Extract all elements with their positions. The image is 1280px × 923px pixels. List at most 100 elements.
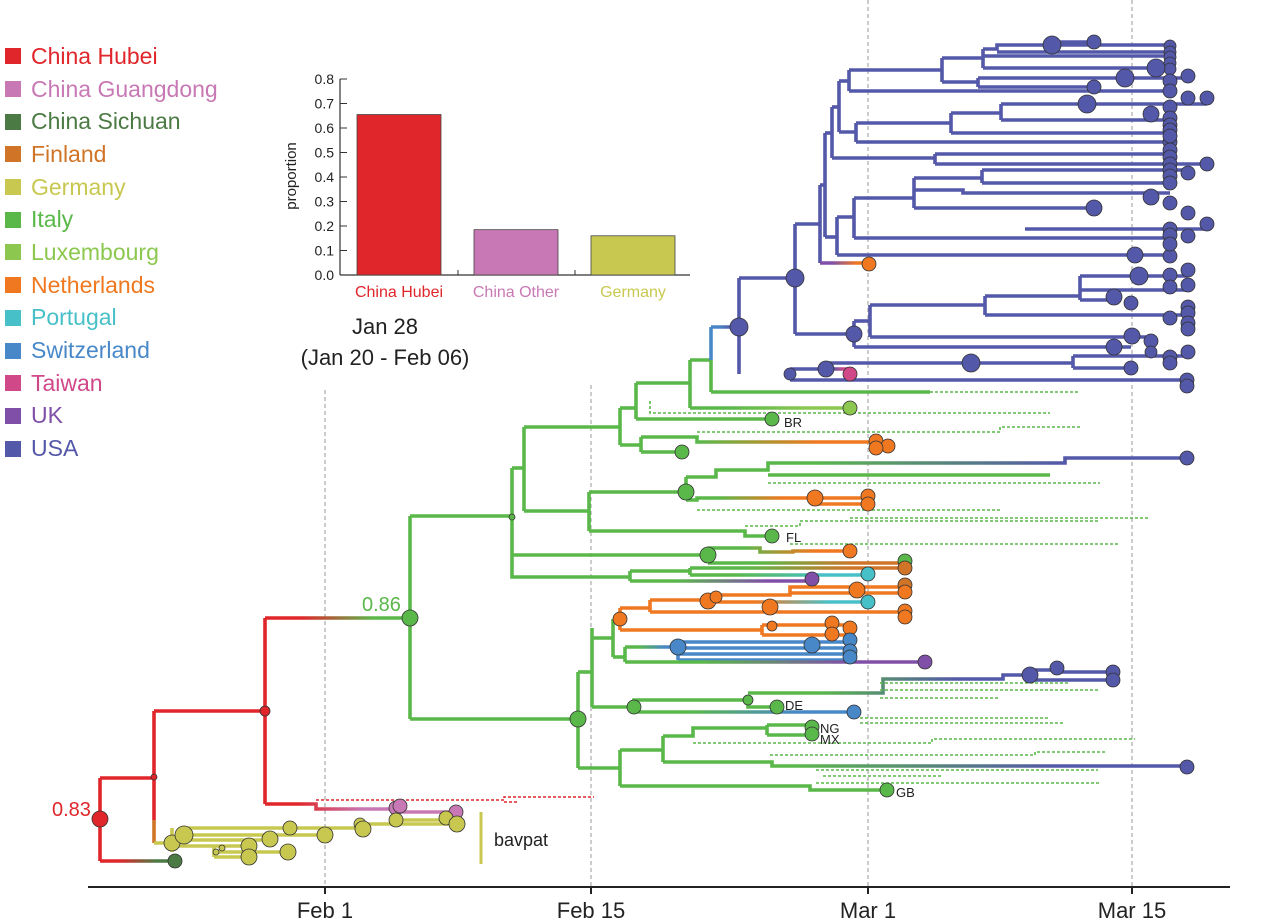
tree-node bbox=[769, 699, 785, 715]
tree-node bbox=[674, 444, 690, 460]
tree-node bbox=[897, 560, 913, 576]
tree-node bbox=[218, 844, 226, 852]
tree-branch bbox=[589, 529, 772, 538]
bavpat-label: bavpat bbox=[494, 830, 548, 850]
tree-nodes bbox=[91, 34, 1215, 869]
tip-label-mx: MX bbox=[820, 732, 840, 747]
legend-swatch bbox=[5, 179, 21, 196]
tree-node bbox=[1085, 199, 1103, 217]
axis-tick-label: Feb 1 bbox=[297, 898, 353, 923]
inset-category-label: China Hubei bbox=[355, 284, 443, 301]
legend-item: UK bbox=[5, 400, 218, 433]
tree-node bbox=[1049, 660, 1065, 676]
tree-node bbox=[1042, 35, 1062, 55]
tree-branch bbox=[686, 456, 1187, 479]
tree-node bbox=[806, 489, 824, 507]
tree-node bbox=[1123, 360, 1139, 376]
tree-branch bbox=[748, 673, 1030, 695]
legend-swatch bbox=[5, 277, 21, 294]
tree-node bbox=[1115, 68, 1135, 88]
legend-label: USA bbox=[31, 435, 79, 462]
tree-node bbox=[709, 590, 723, 604]
inset-y-axis-label: proportion bbox=[283, 142, 300, 210]
tree-node bbox=[1086, 79, 1102, 95]
dashed-branch bbox=[649, 401, 1050, 414]
legend-item: China Hubei bbox=[5, 40, 218, 73]
tree-node bbox=[1129, 266, 1149, 286]
tree-node bbox=[212, 848, 220, 856]
tip-label-br: BR bbox=[784, 415, 802, 430]
legend-item: Germany bbox=[5, 171, 218, 204]
inset-bar bbox=[590, 235, 676, 276]
dashed-branch bbox=[316, 796, 594, 801]
tree-node bbox=[1105, 288, 1123, 306]
tree-node bbox=[1123, 295, 1139, 311]
legend-swatch bbox=[5, 211, 21, 228]
tree-node bbox=[783, 367, 797, 381]
tree-branch bbox=[620, 784, 887, 792]
tree-node bbox=[1180, 68, 1196, 84]
tree-node bbox=[842, 366, 858, 382]
tree-branch bbox=[663, 726, 767, 738]
legend-item: China Sichuan bbox=[5, 105, 218, 138]
tree-node bbox=[401, 609, 419, 627]
tree-node bbox=[1162, 279, 1178, 295]
tip-label-gb: GB bbox=[896, 785, 915, 800]
dashed-branch bbox=[745, 520, 1100, 527]
tree-node bbox=[1162, 195, 1178, 211]
legend-label: Luxembourg bbox=[31, 238, 159, 265]
tree-node bbox=[1199, 216, 1215, 232]
tree-node bbox=[1180, 90, 1196, 106]
tree-node bbox=[1162, 83, 1178, 99]
tree-node bbox=[259, 705, 271, 717]
tree-branch bbox=[184, 818, 457, 830]
legend-label: Netherlands bbox=[31, 271, 156, 298]
legend-item: Italy bbox=[5, 203, 218, 236]
tree-node bbox=[824, 626, 840, 642]
time-axis: Feb 1 Feb 15 Mar 1 Mar 15 bbox=[88, 886, 1230, 923]
tree-node bbox=[1021, 666, 1039, 684]
italy-node-support-label: 0.86 bbox=[362, 594, 401, 616]
legend-item: Netherlands bbox=[5, 269, 218, 302]
inset-y-tick-label: 0.3 bbox=[315, 194, 335, 210]
tree-node bbox=[699, 546, 717, 564]
tree-node bbox=[860, 594, 876, 610]
axis-tick-label: Mar 15 bbox=[1098, 898, 1166, 923]
tree-node bbox=[669, 638, 687, 656]
tree-branch bbox=[716, 585, 905, 597]
tree-node bbox=[764, 528, 780, 544]
tree-node bbox=[868, 440, 884, 456]
inset-date: Jan 28 bbox=[352, 314, 418, 339]
tree-node bbox=[1179, 759, 1195, 775]
inset-bar bbox=[356, 114, 442, 276]
tree-branch bbox=[983, 43, 1052, 51]
tree-branch bbox=[914, 188, 1170, 195]
tree-node bbox=[1180, 262, 1196, 278]
tree-node bbox=[879, 782, 895, 798]
tree-node bbox=[842, 649, 858, 665]
tree-node bbox=[1146, 58, 1166, 78]
inset-y-tick-label: 0.1 bbox=[315, 243, 335, 259]
tree-node bbox=[448, 815, 466, 833]
tree-node bbox=[174, 825, 194, 845]
tree-node bbox=[1163, 62, 1177, 76]
tree-branch bbox=[265, 802, 396, 811]
tree-node bbox=[1180, 321, 1196, 337]
tree-node bbox=[612, 611, 628, 627]
tree-node bbox=[167, 853, 183, 869]
tree-node bbox=[240, 848, 258, 866]
legend-swatch bbox=[5, 113, 21, 130]
legend-label: China Hubei bbox=[31, 42, 158, 69]
tree-node bbox=[729, 317, 749, 337]
legend-item: Luxembourg bbox=[5, 236, 218, 269]
tree-node bbox=[1086, 34, 1102, 50]
tree-branch bbox=[663, 760, 1187, 768]
tree-node bbox=[1142, 188, 1160, 206]
tree-node bbox=[1180, 277, 1196, 293]
tree-node bbox=[1179, 450, 1195, 466]
tree-branches bbox=[92, 40, 1207, 863]
tree-node bbox=[803, 636, 821, 654]
tree-node bbox=[961, 353, 981, 373]
tree-node bbox=[764, 411, 780, 427]
legend-swatch bbox=[5, 146, 21, 163]
